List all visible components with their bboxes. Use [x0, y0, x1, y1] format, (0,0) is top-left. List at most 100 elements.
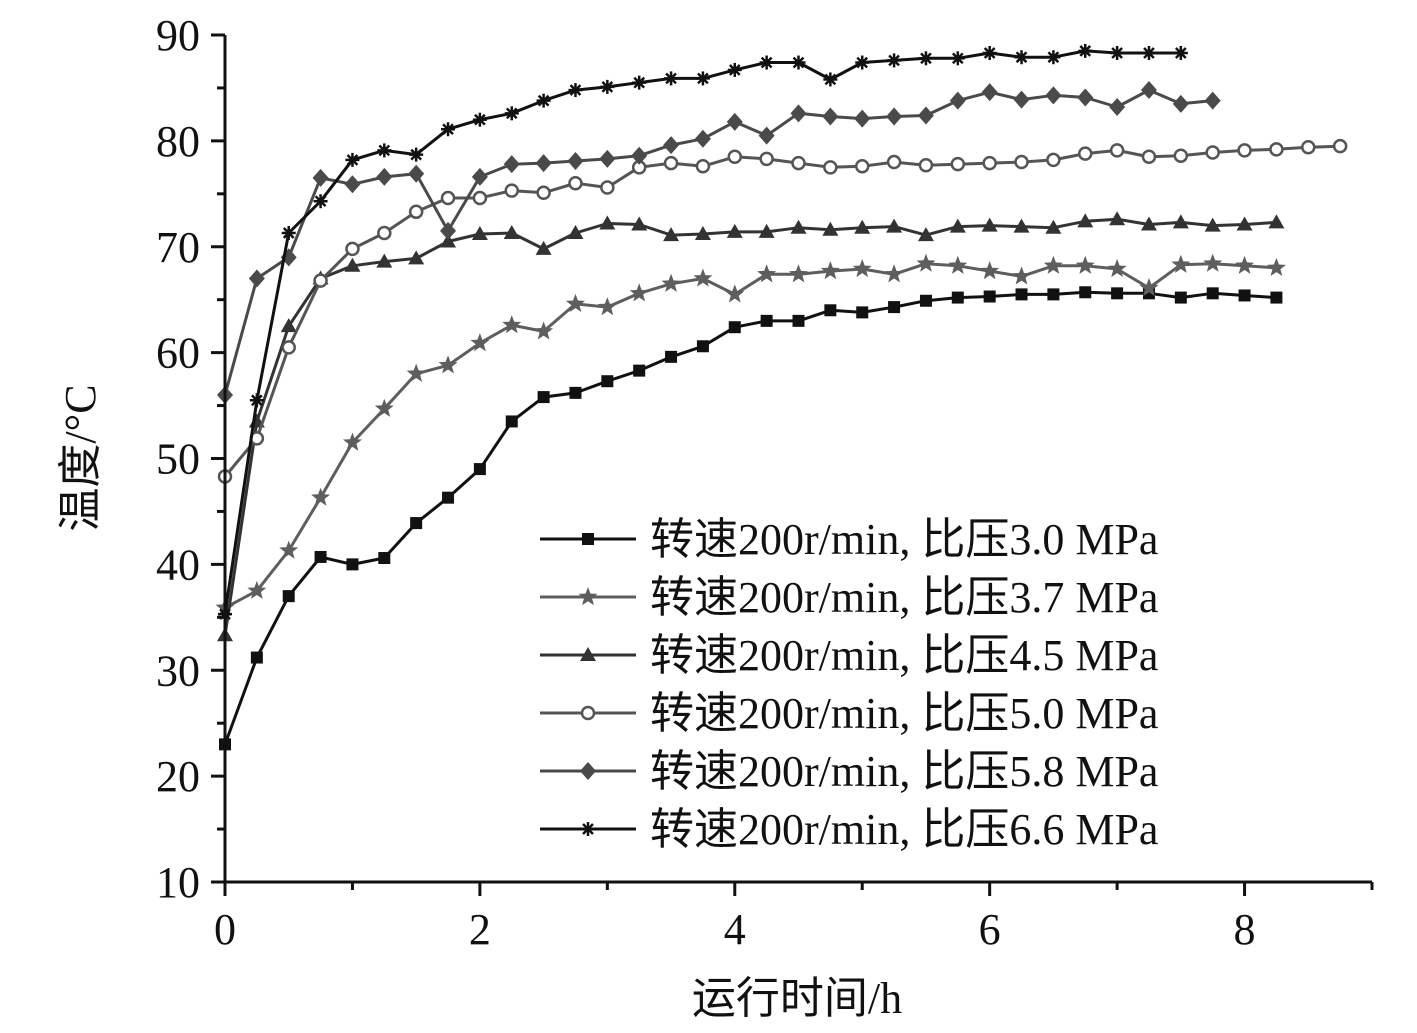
- data-point: [1173, 148, 1189, 163]
- data-point: [982, 45, 997, 60]
- data-point: [791, 55, 806, 70]
- data-point: [918, 51, 933, 66]
- data-point: [374, 398, 394, 417]
- data-point: [820, 261, 840, 280]
- series-line: [223, 88, 1213, 396]
- data-point: [726, 112, 743, 131]
- data-point: [949, 91, 966, 110]
- data-point: [600, 180, 615, 195]
- data-point: [1204, 91, 1221, 110]
- series-1: [219, 286, 1283, 751]
- data-point: [884, 264, 904, 283]
- data-point: [470, 333, 490, 352]
- data-point: [344, 175, 361, 194]
- series-line: [223, 144, 1341, 478]
- data-point: [822, 221, 839, 236]
- data-point: [581, 822, 595, 836]
- data-point: [472, 112, 487, 127]
- x-tick-label: 0: [214, 905, 236, 954]
- data-point: [728, 321, 741, 334]
- data-point: [378, 552, 391, 565]
- data-point: [695, 159, 711, 174]
- data-point: [694, 226, 711, 241]
- data-point: [665, 350, 678, 363]
- data-point: [1141, 45, 1156, 60]
- x-tick-label: 8: [1234, 905, 1256, 954]
- x-tick-label: 4: [724, 905, 746, 954]
- data-point: [1205, 145, 1220, 160]
- data-point: [567, 151, 584, 170]
- data-point: [1109, 211, 1126, 226]
- data-point: [951, 291, 964, 304]
- data-point: [887, 53, 902, 68]
- data-point: [1139, 278, 1159, 297]
- data-point: [472, 190, 488, 206]
- data-point: [1078, 43, 1093, 58]
- data-point: [440, 190, 456, 206]
- data-point: [983, 290, 996, 303]
- y-tick-label: 40: [156, 540, 200, 589]
- data-point: [1204, 217, 1221, 232]
- data-point: [282, 590, 295, 603]
- data-point: [949, 218, 966, 233]
- y-tick-label: 90: [156, 11, 200, 60]
- data-point: [1047, 288, 1060, 301]
- data-point: [631, 146, 648, 165]
- data-point: [1110, 45, 1125, 60]
- data-point: [409, 147, 424, 162]
- data-point: [311, 487, 331, 506]
- data-point: [580, 705, 596, 721]
- data-point: [250, 651, 263, 664]
- data-point: [1238, 289, 1251, 302]
- data-point: [580, 762, 596, 780]
- data-point: [312, 168, 329, 187]
- data-point: [1270, 291, 1283, 304]
- data-point: [1140, 216, 1157, 231]
- legend-label: 转速200r/min, 比压5.0 MPa: [650, 689, 1158, 738]
- data-point: [791, 155, 806, 171]
- data-point: [855, 55, 870, 70]
- data-point: [504, 183, 519, 198]
- data-point: [376, 253, 393, 268]
- legend-label: 转速200r/min, 比压4.5 MPa: [650, 631, 1158, 680]
- data-point: [406, 363, 426, 382]
- data-point: [980, 261, 1000, 280]
- legend-item: 转速200r/min, 比压3.7 MPa: [540, 573, 1158, 622]
- data-point: [578, 587, 598, 606]
- data-point: [1109, 97, 1126, 116]
- data-point: [981, 83, 998, 102]
- data-point: [473, 463, 486, 476]
- data-point: [1172, 94, 1189, 113]
- data-point: [727, 62, 742, 77]
- data-point: [633, 364, 646, 377]
- data-point: [1077, 213, 1094, 228]
- data-point: [919, 294, 932, 307]
- y-tick-label: 20: [156, 752, 200, 801]
- data-point: [314, 550, 327, 563]
- data-point: [502, 315, 522, 334]
- data-point: [281, 340, 296, 355]
- y-tick-label: 50: [156, 435, 200, 484]
- data-point: [1014, 154, 1029, 170]
- data-point: [503, 155, 520, 174]
- data-point: [948, 255, 968, 274]
- data-point: [410, 517, 423, 530]
- data-point: [632, 75, 647, 90]
- legend-item: 转速200r/min, 比压3.0 MPa: [540, 515, 1158, 564]
- data-point: [342, 432, 362, 451]
- data-point: [345, 152, 360, 167]
- data-point: [1172, 214, 1189, 229]
- data-point: [313, 194, 328, 209]
- legend-item: 转速200r/min, 比压5.0 MPa: [540, 689, 1158, 738]
- data-point: [1266, 257, 1286, 277]
- data-point: [758, 126, 775, 145]
- data-point: [1013, 218, 1030, 233]
- data-point: [408, 164, 425, 183]
- data-point: [248, 269, 265, 288]
- data-point: [376, 167, 393, 186]
- data-point: [823, 160, 838, 175]
- data-point: [1174, 291, 1187, 304]
- data-point: [408, 204, 424, 220]
- data-point: [1043, 255, 1063, 274]
- series-2: [215, 253, 1286, 616]
